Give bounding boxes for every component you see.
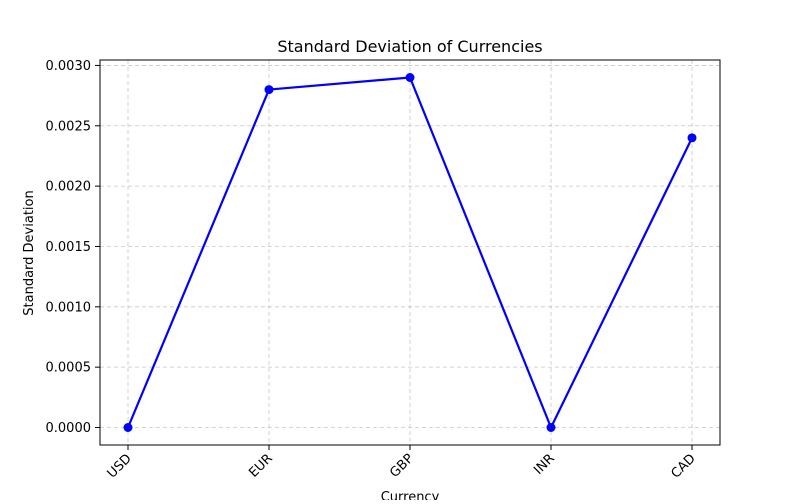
data-point-usd (123, 423, 133, 432)
y-tick-label: 0.0005 (46, 361, 92, 376)
grid-layer (100, 60, 720, 445)
data-point-eur (264, 85, 274, 95)
x-axis-label: Currency (381, 490, 440, 500)
y-tick-label: 0.0015 (46, 240, 92, 255)
y-tick-label: 0.0020 (46, 180, 92, 195)
y-tick-label: 0.0030 (46, 59, 92, 74)
data-point-cad (687, 133, 697, 143)
chart-title: Standard Deviation of Currencies (277, 37, 542, 56)
y-axis-label: Standard Deviation (22, 190, 37, 315)
data-point-inr (546, 423, 556, 432)
y-tick-label: 0.0025 (46, 119, 92, 134)
y-tick-label: 0.0000 (46, 421, 92, 436)
series-layer (123, 73, 697, 432)
y-tick-label: 0.0010 (46, 300, 92, 315)
data-point-gbp (405, 73, 415, 82)
